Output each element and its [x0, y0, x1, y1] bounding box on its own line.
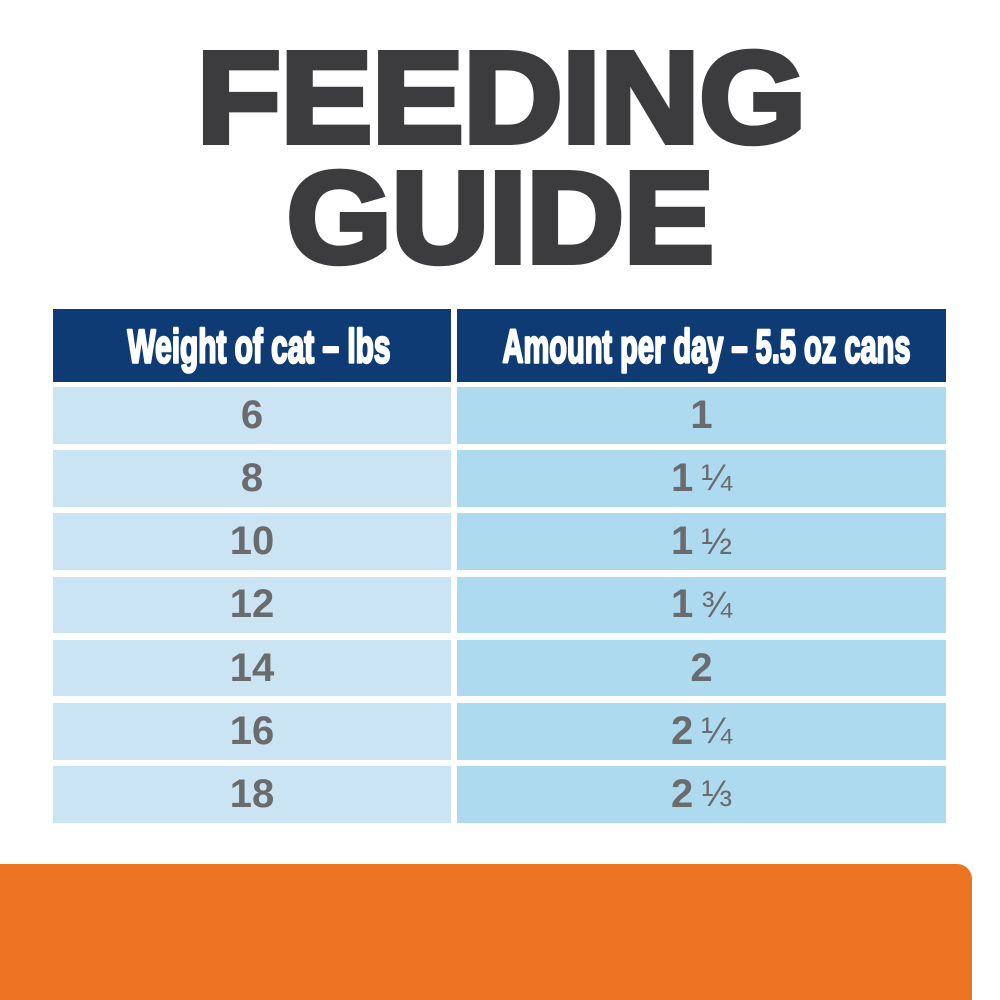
svg-text:Weight of cat – lbs: Weight of cat – lbs: [128, 319, 391, 372]
svg-text:GUIDE: GUIDE: [287, 146, 714, 290]
svg-text:FEEDING: FEEDING: [197, 26, 806, 170]
svg-text:Amount per day – 5.5 oz cans: Amount per day – 5.5 oz cans: [503, 319, 911, 372]
